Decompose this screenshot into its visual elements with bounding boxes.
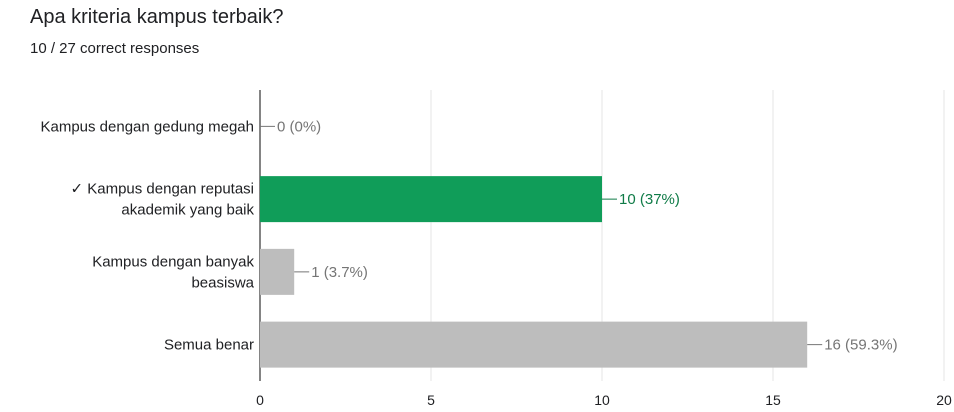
category-label: ✓ Kampus dengan reputasi akademik yang ba… [70, 181, 254, 219]
x-tick-label: 20 [936, 392, 952, 408]
bar [260, 321, 808, 368]
x-tick-label: 5 [427, 392, 435, 408]
data-label: 10 (37%) [619, 191, 680, 208]
responses-summary: 10 / 27 correct responses [30, 40, 200, 57]
x-tick-label: 15 [765, 392, 781, 408]
bar [260, 248, 295, 295]
x-tick-label: 0 [256, 392, 264, 408]
category-label: Kampus dengan banyak beasiswa [92, 253, 254, 291]
x-tick-label: 10 [594, 392, 610, 408]
category-label: Kampus dengan gedung megah [40, 118, 254, 135]
data-label: 0 (0%) [277, 118, 321, 135]
question-title: Apa kriteria kampus terbaik? [30, 6, 284, 28]
bar [260, 176, 602, 223]
data-label: 16 (59.3%) [824, 337, 897, 354]
data-label: 1 (3.7%) [311, 264, 368, 281]
category-label: Semua benar [164, 337, 254, 354]
